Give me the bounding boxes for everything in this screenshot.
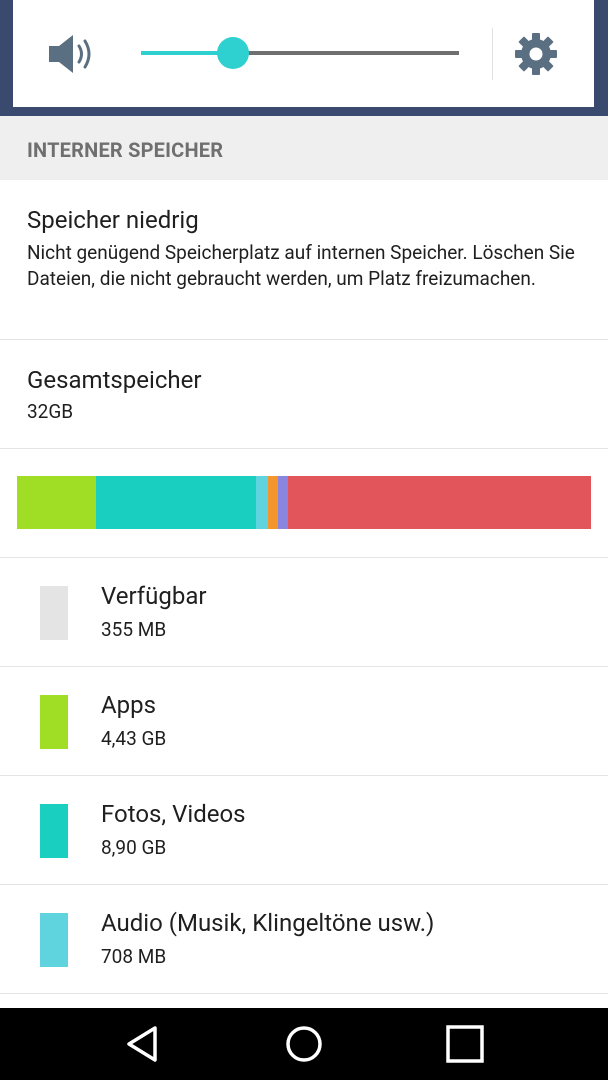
panel-divider <box>492 28 493 80</box>
category-label: Audio (Musik, Klingeltöne usw.) <box>101 909 435 937</box>
category-label: Verfügbar <box>101 582 207 610</box>
total-storage-value: 32GB <box>27 400 74 423</box>
category-size: 355 MB <box>101 618 167 641</box>
divider <box>0 775 608 776</box>
category-row-available[interactable]: Verfügbar 355 MB <box>0 558 608 666</box>
divider <box>0 666 608 667</box>
total-storage-title: Gesamtspeicher <box>27 366 202 394</box>
category-row-audio[interactable]: Audio (Musik, Klingeltöne usw.) 708 MB <box>0 885 608 993</box>
volume-slider-fill <box>141 51 234 55</box>
volume-slider-thumb[interactable] <box>217 37 250 69</box>
category-size: 4,43 GB <box>101 727 167 750</box>
usage-segment-other-red <box>287 476 591 529</box>
home-icon[interactable] <box>282 1022 326 1066</box>
color-swatch <box>40 695 68 749</box>
color-swatch <box>40 586 68 640</box>
volume-panel <box>13 0 594 107</box>
usage-segment-photos <box>96 476 256 529</box>
volume-slider[interactable] <box>141 34 459 72</box>
gear-icon[interactable] <box>514 32 558 76</box>
low-storage-message: Nicht genügend Speicherplatz auf interne… <box>27 241 575 290</box>
usage-segment-apps <box>17 476 97 529</box>
recents-icon[interactable] <box>443 1022 487 1066</box>
category-size: 708 MB <box>101 945 167 968</box>
divider <box>0 884 608 885</box>
volume-icon[interactable] <box>47 32 97 76</box>
volume-slider-track <box>141 51 459 55</box>
color-swatch <box>40 913 68 967</box>
section-header: INTERNER SPEICHER <box>0 116 608 180</box>
storage-usage-bar <box>17 476 591 529</box>
divider <box>0 557 608 558</box>
divider <box>0 993 608 994</box>
divider <box>0 448 608 449</box>
category-size: 8,90 GB <box>101 836 167 859</box>
usage-segment-other-orange <box>268 476 279 529</box>
section-header-label: INTERNER SPEICHER <box>27 138 224 162</box>
category-label: Fotos, Videos <box>101 800 246 828</box>
divider <box>0 339 608 340</box>
category-row-apps[interactable]: Apps 4,43 GB <box>0 667 608 775</box>
usage-segment-other-purple <box>278 476 288 529</box>
category-label: Apps <box>101 691 156 719</box>
back-icon[interactable] <box>121 1022 165 1066</box>
category-row-photos-videos[interactable]: Fotos, Videos 8,90 GB <box>0 776 608 884</box>
low-storage-title: Speicher niedrig <box>27 206 199 234</box>
usage-segment-audio <box>255 476 269 529</box>
color-swatch <box>40 804 68 858</box>
navigation-bar <box>0 1008 608 1080</box>
